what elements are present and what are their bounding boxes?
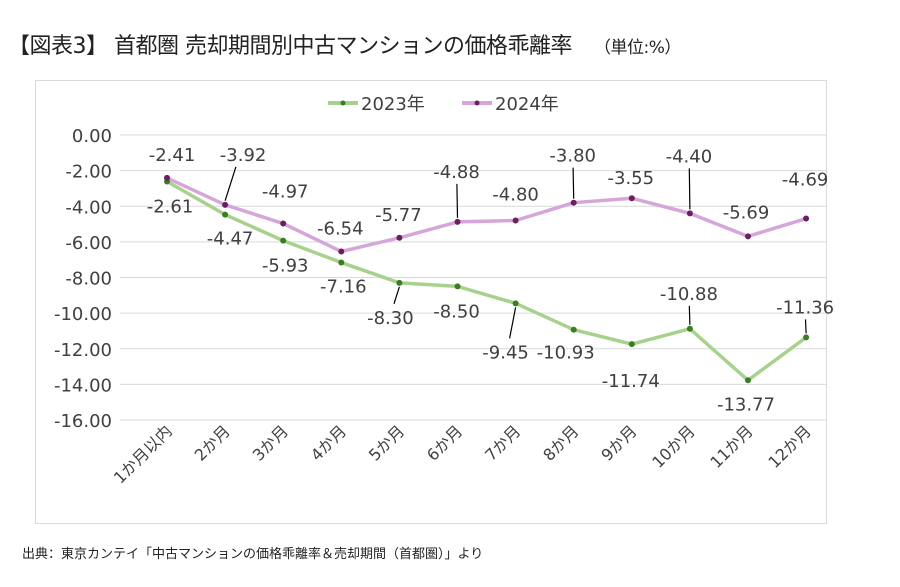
- data-label: -4.69: [782, 170, 829, 191]
- x-tick-label: 2か月: [191, 421, 234, 464]
- chart-title: 【図表3】 首都圏 売却期間別中古マンションの価格乖離率 （単位:%）: [8, 28, 681, 60]
- x-tick-label: 11か月: [706, 421, 756, 471]
- data-point: [803, 215, 810, 222]
- x-tick-label: 7か月: [481, 421, 524, 464]
- leader-line: [572, 167, 575, 199]
- legend-label: 2023年: [361, 94, 425, 115]
- data-label: -3.92: [220, 145, 267, 166]
- x-tick-label: 8か月: [539, 421, 582, 464]
- leader-line: [688, 305, 691, 325]
- data-point: [222, 211, 229, 218]
- y-tick-label: -10.00: [54, 304, 112, 325]
- data-label: -4.40: [666, 146, 713, 167]
- data-point: [454, 283, 461, 290]
- y-tick-label: 0.00: [72, 126, 112, 147]
- data-label: -5.77: [375, 205, 422, 226]
- y-tick-label: -4.00: [65, 197, 112, 218]
- x-tick-label: 3か月: [249, 421, 292, 464]
- data-label: -7.16: [320, 277, 367, 298]
- x-tick-label: 12か月: [764, 421, 814, 471]
- data-point: [338, 248, 345, 255]
- data-label: -8.50: [433, 301, 480, 322]
- unit-label: （単位:%）: [594, 38, 681, 58]
- data-point: [803, 334, 810, 341]
- data-point: [570, 326, 577, 333]
- data-point: [570, 199, 577, 206]
- data-label: -8.30: [367, 308, 414, 329]
- data-label: -3.55: [608, 168, 655, 189]
- data-label: -4.80: [492, 185, 539, 206]
- data-label: -11.74: [602, 371, 660, 392]
- data-label: -5.93: [262, 256, 309, 277]
- y-tick-label: -2.00: [65, 162, 112, 183]
- data-point: [164, 174, 170, 181]
- x-tick-label: 10か月: [648, 421, 698, 471]
- x-tick-label: 1か月以内: [110, 421, 176, 487]
- data-point: [512, 217, 519, 224]
- data-label: -9.45: [482, 342, 529, 363]
- leader-line: [688, 168, 691, 210]
- data-point: [745, 233, 751, 240]
- data-label: -3.80: [549, 146, 596, 167]
- data-point: [628, 195, 635, 202]
- data-label: -4.97: [262, 182, 309, 203]
- leader-line: [456, 183, 459, 218]
- data-point: [280, 220, 287, 227]
- data-label: -13.77: [717, 394, 775, 415]
- x-tick-label: 5か月: [365, 421, 408, 464]
- leader-line: [804, 319, 807, 334]
- data-label: -5.69: [723, 202, 770, 223]
- data-point: [396, 279, 403, 286]
- data-label: -2.61: [147, 196, 194, 217]
- x-tick-label: 4か月: [307, 421, 350, 464]
- data-point: [628, 341, 635, 348]
- data-label: -11.36: [776, 297, 834, 318]
- data-point: [686, 325, 693, 332]
- series-line-2023年: [166, 179, 808, 383]
- legend-label: 2024年: [495, 94, 559, 115]
- leader-line: [393, 286, 400, 305]
- leader-line: [509, 307, 517, 339]
- data-label: -4.47: [207, 229, 254, 250]
- data-point: [454, 218, 461, 225]
- legend-marker: [340, 100, 346, 106]
- series-line-2024年: [166, 176, 807, 254]
- data-point: [686, 210, 693, 217]
- leader-line: [224, 166, 237, 202]
- data-point: [512, 300, 519, 307]
- y-tick-label: -12.00: [54, 340, 112, 361]
- data-label: -2.41: [149, 145, 196, 166]
- y-tick-label: -16.00: [54, 411, 112, 432]
- data-point: [280, 237, 287, 244]
- title-text: 【図表3】 首都圏 売却期間別中古マンションの価格乖離率: [8, 34, 573, 59]
- source-note: 出典：東京カンテイ「中古マンションの価格乖離率＆売却期間（首都圏）」より: [22, 547, 484, 562]
- data-point: [338, 259, 345, 266]
- x-tick-label: 9か月: [597, 421, 640, 464]
- y-tick-label: -14.00: [54, 375, 112, 396]
- data-point: [222, 201, 229, 208]
- y-tick-label: -8.00: [65, 269, 112, 290]
- chart-frame: [35, 80, 827, 524]
- data-label: -10.93: [537, 343, 595, 364]
- data-label: -10.88: [660, 284, 718, 305]
- x-tick-label: 6か月: [423, 421, 466, 464]
- data-label: -6.54: [317, 218, 364, 239]
- data-label: -4.88: [433, 162, 480, 183]
- data-point: [745, 377, 751, 384]
- legend-marker: [474, 100, 480, 106]
- y-tick-label: -6.00: [65, 233, 112, 254]
- data-point: [396, 234, 403, 241]
